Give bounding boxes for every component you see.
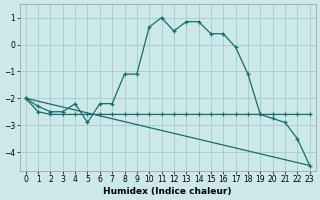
X-axis label: Humidex (Indice chaleur): Humidex (Indice chaleur) bbox=[103, 187, 232, 196]
